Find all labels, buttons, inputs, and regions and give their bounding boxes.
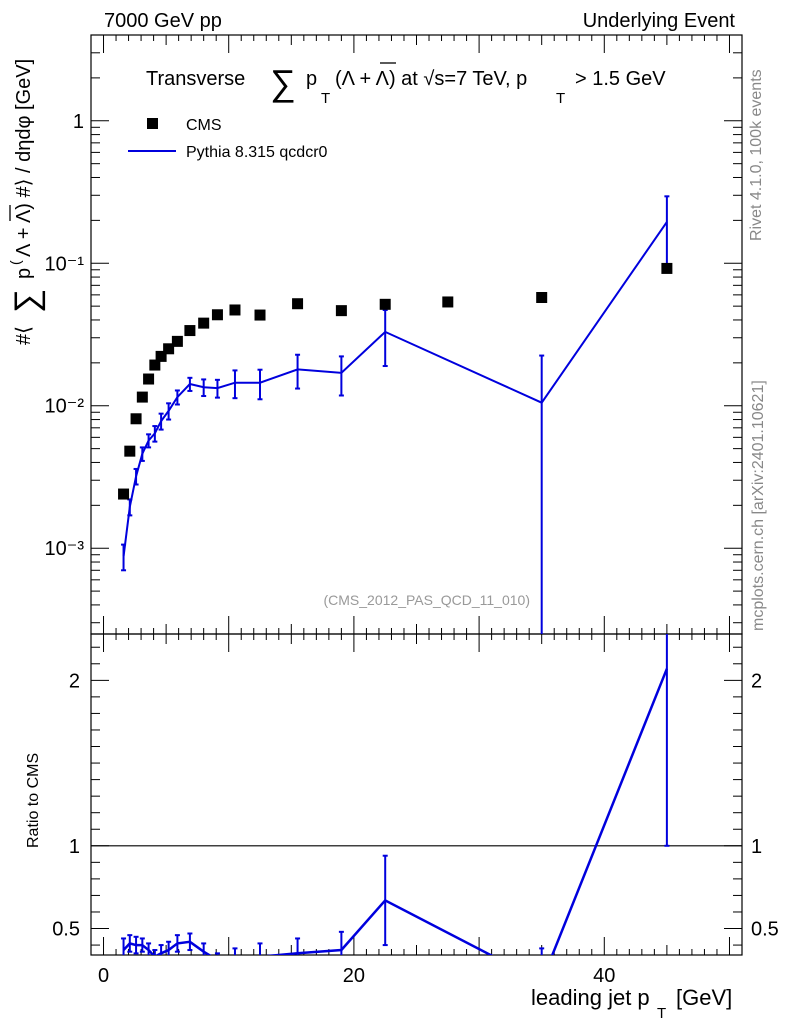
plot-title-word: Transverse [146, 68, 245, 90]
cms-data-point [130, 413, 142, 425]
ratio-y-axis-label: Ratio to CMS [25, 753, 42, 848]
ratio-series-layer [121, 634, 670, 955]
legend-cms-marker [147, 118, 158, 129]
plot-title-cut-sub: T [556, 90, 565, 107]
ratio-y-tick-label: 0.5 [52, 919, 80, 941]
header-right: Underlying Event [583, 10, 736, 32]
side-label-rivet: Rivet 4.1.0, 100k events [748, 69, 765, 241]
plot-title-sum-symbol: ∑ [270, 62, 296, 103]
mc-line [122, 221, 668, 557]
y-tick-label: 1 [73, 111, 84, 133]
y-tick-label: 10⁻² [45, 396, 85, 418]
cms-data-point [211, 309, 223, 321]
x-label-unit: [GeV] [676, 985, 732, 1010]
cms-data-point [442, 296, 454, 308]
axes-ticks [91, 34, 742, 955]
cms-data-point [143, 373, 155, 385]
cms-data-point [124, 445, 136, 457]
x-label-sub: T [657, 1005, 666, 1022]
ratio-y-tick-label-right: 0.5 [751, 919, 779, 941]
cms-data-point [184, 325, 196, 337]
ratio-y-tick-label-right: 1 [751, 836, 762, 858]
cms-data-point [229, 304, 241, 316]
ratio-line [122, 668, 669, 955]
header-left: 7000 GeV pp [104, 10, 222, 32]
y-label-p: p [13, 268, 35, 279]
y-tick-label: 10⁻³ [45, 538, 85, 560]
plot-title-cut: > 1.5 GeV [575, 68, 666, 90]
x-label-main: leading jet p [531, 985, 650, 1010]
cms-data-point [292, 298, 304, 310]
cms-data-point [254, 309, 266, 321]
y-label-prefix: #⟨ [13, 326, 35, 345]
plot-title-lambda: (Λ + Λ) at √s=7 TeV, p [335, 68, 527, 90]
x-axis-label: leading jet p T [GeV] [531, 985, 732, 1022]
cms-data-point [136, 391, 148, 403]
ratio-y-tick-label: 2 [69, 670, 80, 692]
cms-data-point [163, 343, 175, 355]
ratio-panel-frame [90, 633, 743, 956]
x-tick-label: 0 [98, 965, 109, 987]
x-tick-label: 20 [343, 965, 365, 987]
cms-data-point [171, 335, 183, 347]
ratio-y-tick-label-right: 2 [751, 670, 762, 692]
y-label-sum-symbol: ∑ [8, 289, 46, 313]
x-tick-label: 40 [593, 965, 615, 987]
legend-cms-label: CMS [186, 117, 222, 134]
cms-data-point [198, 317, 210, 329]
side-label-mcplots: mcplots.cern.ch [arXiv:2401.10621] [750, 380, 767, 631]
y-label-lambda: Λ + Λ) #⟩ / dηdφ [GeV] [13, 59, 35, 257]
cms-data-point [661, 262, 673, 274]
y-label-paren: ( [7, 260, 23, 265]
main-series-layer [118, 195, 673, 634]
legend-pythia-label: Pythia 8.315 qcdcr0 [186, 144, 328, 161]
legend: CMS Pythia 8.315 qcdcr0 [128, 117, 328, 161]
cms-data-point [155, 350, 167, 362]
cms-data-point [335, 305, 347, 317]
y-tick-label: 10⁻¹ [45, 253, 85, 275]
analysis-reference: (CMS_2012_PAS_QCD_11_010) [324, 592, 531, 608]
ratio-y-tick-label: 1 [69, 836, 80, 858]
cms-data-point [118, 488, 130, 500]
plot-title-pt-sub: T [321, 90, 330, 107]
cms-data-point [379, 298, 391, 310]
plot-title-pt: p [306, 68, 317, 90]
cms-data-point [149, 359, 161, 371]
tick-label-layer: 0 20 40 10⁻³ 10⁻² 10⁻¹ 1 0.5 0.5 1 1 2 2 [45, 111, 779, 987]
plot-title: Transverse ∑ p T (Λ + Λ) at √s=7 TeV, p … [146, 62, 666, 107]
main-y-axis-label: #⟨ ∑ p ( Λ + Λ) #⟩ / dηdφ [GeV] [7, 59, 46, 345]
cms-data-point [536, 292, 548, 304]
